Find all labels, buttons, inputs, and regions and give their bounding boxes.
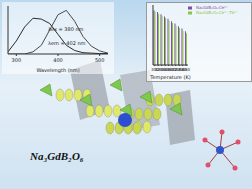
html-text:Na₃GdB₂O₆: Na₃GdB₂O₆ [30,150,84,162]
svg-text:480: 480 [182,67,190,72]
svg-text:Temperature (K): Temperature (K) [149,74,190,81]
svg-text:400: 400 [53,57,63,63]
html-text:λem = 402 nm: λem = 402 nm [48,40,86,46]
html-text:λex = 380 nm: λex = 380 nm [48,26,84,32]
html-text:Na₃GdB₂O₆:Ce³⁺,Tb³⁺: Na₃GdB₂O₆:Ce³⁺,Tb³⁺ [195,10,238,15]
svg-text:Wavelength (nm): Wavelength (nm) [36,67,79,74]
html-text:Na₃GdB₂O₆:Ce³⁺: Na₃GdB₂O₆:Ce³⁺ [195,5,228,10]
svg-text:300: 300 [12,57,22,63]
svg-text:500: 500 [95,57,105,63]
